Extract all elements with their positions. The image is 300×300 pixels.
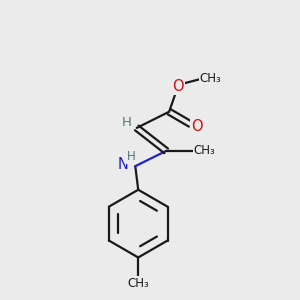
Text: CH₃: CH₃ bbox=[200, 72, 221, 85]
Text: H: H bbox=[127, 150, 136, 163]
Text: H: H bbox=[122, 116, 131, 129]
Text: N: N bbox=[118, 157, 128, 172]
Text: CH₃: CH₃ bbox=[194, 144, 215, 158]
Text: O: O bbox=[172, 79, 184, 94]
Text: O: O bbox=[191, 119, 202, 134]
Text: CH₃: CH₃ bbox=[127, 277, 149, 290]
